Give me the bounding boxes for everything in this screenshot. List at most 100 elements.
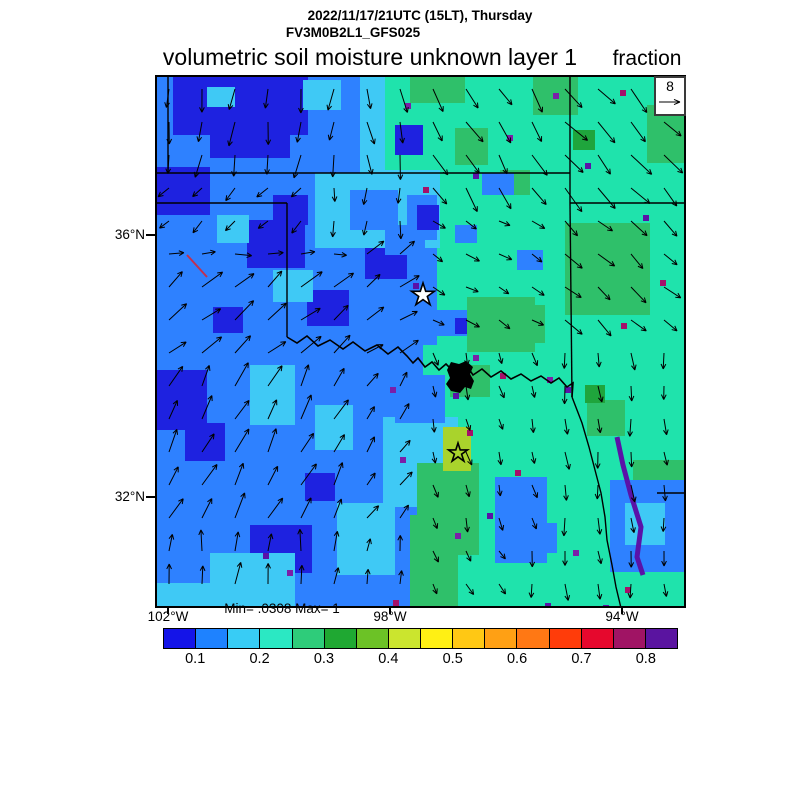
wind-arrow	[464, 352, 470, 366]
page-title: volumetric soil moisture unknown layer 1	[162, 44, 578, 70]
moisture-patch	[273, 195, 308, 225]
wind-arrow	[234, 428, 250, 453]
wind-arrow	[630, 88, 648, 113]
wind-arrow	[267, 365, 283, 387]
moisture-patch	[455, 128, 488, 165]
wind-arrow	[366, 372, 379, 387]
wind-arrow	[399, 121, 405, 144]
wind-arrow	[201, 395, 213, 420]
high-moisture-speck	[467, 430, 473, 436]
wind-arrow	[333, 272, 355, 288]
wind-arrow	[630, 121, 646, 143]
wind-arrow	[165, 154, 172, 174]
moisture-patch	[303, 80, 341, 110]
high-moisture-speck	[487, 513, 493, 519]
wind-arrow	[528, 583, 535, 598]
wind-arrow	[333, 462, 344, 486]
wind-arrow	[234, 562, 243, 585]
wind-arrow	[267, 497, 284, 519]
state-border	[571, 396, 622, 609]
wind-arrow	[432, 583, 438, 595]
wind-arrow	[597, 88, 616, 105]
wind-arrow	[300, 497, 312, 519]
wind-arrow	[366, 505, 380, 519]
wind-arrow	[300, 307, 321, 321]
high-moisture-speck	[547, 377, 553, 383]
wind-arrow	[333, 530, 340, 552]
wind-arrow	[168, 303, 188, 321]
wind-arrow	[366, 273, 381, 288]
wind-arrow	[498, 286, 510, 295]
wind-arrow	[166, 563, 172, 585]
wind-arrow	[234, 300, 255, 321]
colorbar-cell	[228, 628, 261, 649]
wind-arrow	[201, 271, 224, 288]
wind-arrow	[399, 240, 416, 255]
moisture-patch	[455, 225, 477, 243]
wind-arrow	[298, 564, 305, 585]
wind-arrow	[397, 154, 404, 180]
wind-arrow	[264, 154, 270, 175]
wind-arrow	[530, 451, 537, 464]
wind-arrow	[330, 220, 336, 238]
high-moisture-speck	[400, 457, 406, 463]
wind-arrow	[498, 253, 513, 261]
wind-arrow	[663, 121, 682, 137]
x-tick-label: 98°W	[373, 609, 407, 624]
wind-arrow	[300, 432, 315, 453]
wind-arrow	[300, 364, 310, 387]
wind-arrow	[562, 550, 568, 566]
wind-arrow	[397, 220, 404, 240]
wind-arrow	[265, 563, 271, 585]
colorbar-cell	[388, 628, 421, 649]
moisture-patch	[410, 515, 458, 608]
moisture-patch	[395, 375, 445, 423]
wind-arrow	[465, 583, 475, 596]
wind-arrow	[327, 121, 335, 141]
colorbar	[163, 628, 678, 649]
wind-arrow	[630, 253, 644, 270]
wind-arrow	[564, 187, 583, 213]
wind-arrow	[267, 533, 274, 552]
wind-arrow	[465, 220, 477, 230]
wind-arrow	[465, 253, 480, 262]
wind-arrow	[663, 319, 678, 332]
wind-arrow	[227, 121, 236, 147]
wind-arrow	[361, 187, 368, 205]
colorbar-cell	[260, 628, 293, 649]
wind-arrow	[398, 570, 404, 585]
wind-arrow	[333, 567, 340, 585]
wind-arrow	[531, 484, 539, 499]
wind-arrow	[627, 418, 633, 437]
wind-arrow	[366, 154, 374, 175]
wind-arrow	[192, 220, 203, 234]
wind-arrow	[159, 220, 170, 229]
wind-arrow	[201, 336, 223, 354]
wind-arrow	[234, 335, 252, 354]
wind-arrow	[333, 399, 349, 420]
wind-arrow	[465, 319, 480, 328]
moisture-patch	[350, 190, 398, 230]
wind-arrow	[168, 365, 184, 387]
wind-arrow	[201, 464, 218, 486]
x-tick-label: 102°W	[147, 609, 189, 624]
colorbar-cell	[485, 628, 518, 649]
moisture-patch	[517, 250, 543, 270]
wind-arrow	[663, 418, 669, 436]
wind-arrow	[431, 451, 438, 464]
wind-arrow	[564, 154, 584, 173]
high-moisture-speck	[585, 163, 591, 169]
moisture-patch	[217, 215, 249, 243]
wind-arrow	[164, 88, 170, 108]
high-moisture-speck	[393, 600, 399, 606]
wind-arrow	[300, 394, 312, 420]
red-river-border	[286, 334, 574, 398]
wind-arrow	[496, 484, 503, 497]
wind-arrow	[399, 275, 420, 288]
wind-arrow	[660, 517, 667, 532]
wind-arrow	[530, 418, 536, 433]
wind-arrow	[300, 271, 323, 288]
wind-arrow	[397, 535, 404, 552]
wind-arrow	[630, 517, 636, 534]
colorbar-tick-label: 0.8	[635, 651, 656, 667]
